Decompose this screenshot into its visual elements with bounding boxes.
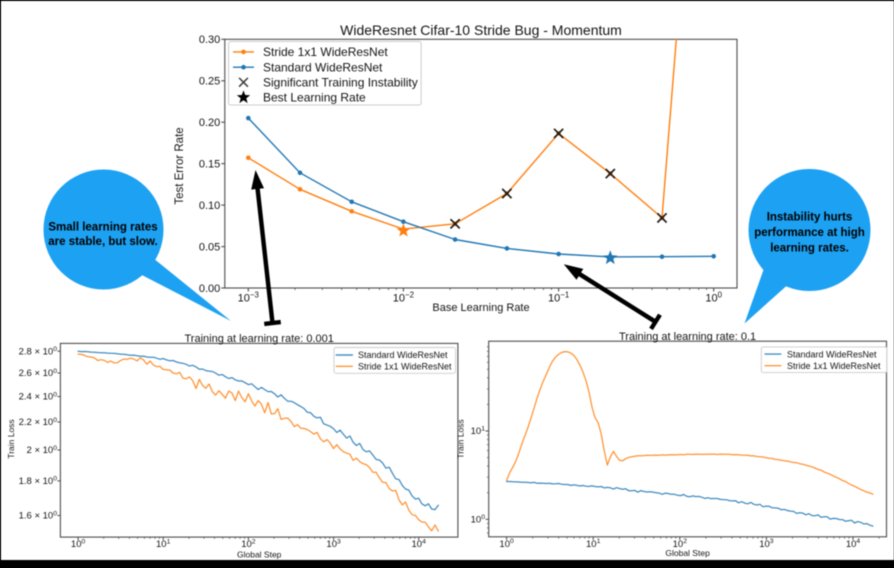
svg-text:are stable, but slow.: are stable, but slow.	[48, 236, 158, 248]
svg-text:2 × 100: 2 × 100	[27, 445, 58, 456]
svg-text:performance at high: performance at high	[754, 227, 865, 239]
svg-text:100: 100	[499, 538, 514, 550]
svg-text:2.2 × 100: 2.2 × 100	[19, 417, 58, 428]
svg-text:Base Learning Rate: Base Learning Rate	[432, 302, 529, 314]
svg-text:102: 102	[673, 538, 688, 550]
svg-text:2.4 × 100: 2.4 × 100	[19, 391, 58, 402]
svg-text:0.30: 0.30	[199, 34, 220, 46]
svg-text:100: 100	[71, 539, 86, 551]
svg-text:Training at learning rate: 0.0: Training at learning rate: 0.001	[184, 333, 333, 345]
svg-text:102: 102	[241, 539, 256, 551]
svg-text:Instability hurts: Instability hurts	[767, 212, 853, 224]
svg-text:Global Step: Global Step	[665, 548, 710, 558]
svg-text:0.00: 0.00	[199, 283, 220, 295]
svg-text:100: 100	[471, 514, 486, 526]
svg-text:101: 101	[471, 426, 486, 438]
svg-text:learning rates.: learning rates.	[770, 243, 849, 255]
svg-text:2.6 × 100: 2.6 × 100	[19, 368, 58, 379]
svg-text:Training at learning rate: 0.1: Training at learning rate: 0.1	[619, 331, 756, 343]
svg-text:WideResnet Cifar-10 Stride Bug: WideResnet Cifar-10 Stride Bug - Momentu…	[340, 22, 622, 38]
svg-text:104: 104	[412, 539, 427, 551]
svg-text:Train Loss: Train Loss	[456, 419, 466, 458]
svg-text:0.15: 0.15	[199, 159, 220, 171]
svg-text:Train Loss: Train Loss	[6, 419, 16, 458]
svg-text:Significant Training Instabili: Significant Training Instability	[263, 76, 418, 90]
svg-text:2.8 × 100: 2.8 × 100	[19, 346, 58, 357]
svg-text:Best Learning Rate: Best Learning Rate	[263, 91, 366, 105]
svg-text:0.20: 0.20	[199, 117, 220, 129]
svg-text:Standard WideResNet: Standard WideResNet	[263, 60, 383, 74]
svg-text:Standard WideResNet: Standard WideResNet	[787, 349, 877, 359]
svg-text:0.10: 0.10	[199, 200, 220, 212]
svg-text:Stride 1x1 WideResNet: Stride 1x1 WideResNet	[787, 361, 881, 371]
svg-text:Standard WideResNet: Standard WideResNet	[358, 350, 448, 360]
svg-text:Test Error Rate: Test Error Rate	[174, 127, 186, 204]
svg-text:Stride 1x1 WideResNet: Stride 1x1 WideResNet	[358, 362, 452, 372]
svg-text:101: 101	[586, 538, 601, 550]
svg-text:Global Step: Global Step	[237, 549, 282, 559]
svg-text:101: 101	[156, 539, 171, 551]
svg-text:1.8 × 100: 1.8 × 100	[19, 476, 58, 487]
svg-text:103: 103	[759, 538, 774, 550]
svg-text:103: 103	[326, 539, 341, 551]
svg-text:0.05: 0.05	[199, 242, 220, 254]
svg-text:104: 104	[846, 538, 861, 550]
svg-text:Stride 1x1 WideResNet: Stride 1x1 WideResNet	[263, 45, 388, 59]
svg-text:Small learning rates: Small learning rates	[48, 222, 157, 234]
svg-text:0.25: 0.25	[199, 76, 220, 88]
svg-text:1.6 × 100: 1.6 × 100	[19, 510, 58, 521]
